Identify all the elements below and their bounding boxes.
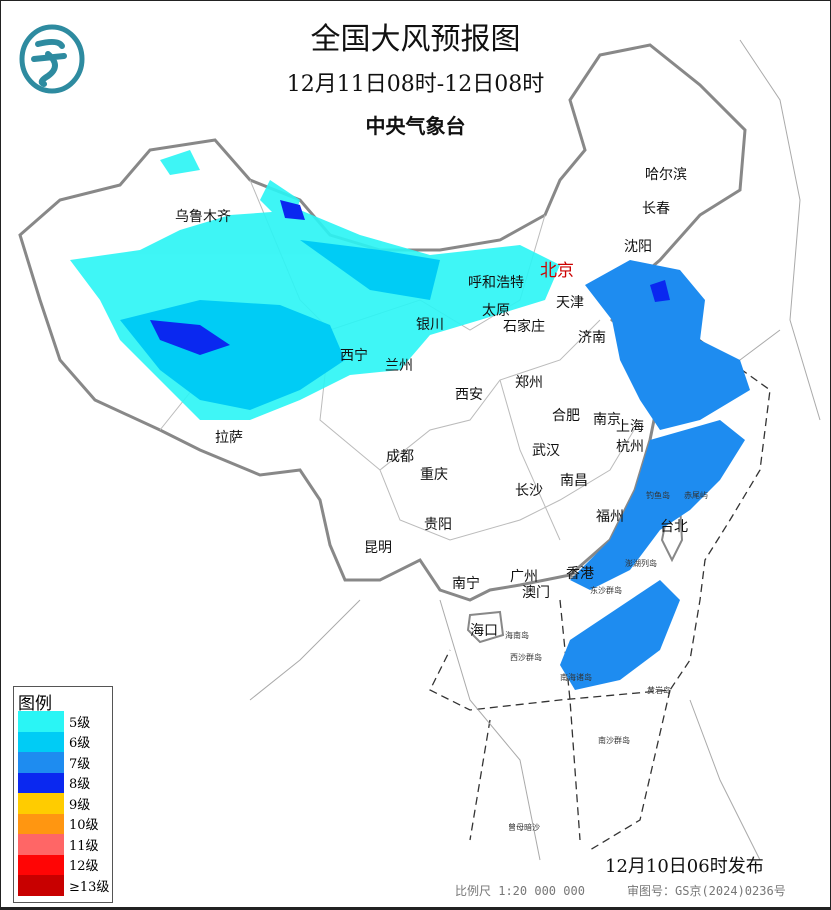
- legend-item: 5级: [14, 711, 112, 732]
- city-label: 重庆: [420, 467, 448, 483]
- legend-item: 11级: [14, 834, 112, 855]
- legend-swatch: [18, 813, 64, 834]
- legend-label: 10级: [69, 818, 99, 834]
- city-label: 香港: [566, 566, 594, 582]
- city-label: 哈尔滨: [645, 167, 687, 183]
- city-label: 兰州: [385, 358, 413, 374]
- legend-item: 9级: [14, 793, 112, 814]
- city-label: 北京: [540, 261, 574, 281]
- island-label: 西沙群岛: [510, 653, 542, 662]
- city-label: 福州: [596, 509, 624, 525]
- island-label: 东沙群岛: [590, 586, 622, 595]
- city-label: 合肥: [552, 408, 580, 424]
- legend-swatch: [18, 793, 64, 814]
- island-label: 南海诸岛: [560, 673, 592, 682]
- island-label: 钓鱼岛: [646, 491, 670, 500]
- map-title: 全国大风预报图: [310, 22, 521, 57]
- island-label: 南沙群岛: [598, 736, 630, 745]
- city-label: 沈阳: [624, 239, 652, 255]
- legend-swatch: [18, 834, 64, 855]
- hainan: [466, 610, 505, 644]
- issuer: 中央气象台: [365, 114, 466, 138]
- wind-area-level-8: [150, 200, 670, 355]
- legend-item: 8级: [14, 772, 112, 793]
- city-label: 贵阳: [424, 517, 452, 533]
- legend-label: 12级: [69, 859, 99, 875]
- city-label: 广州: [510, 569, 538, 585]
- legend-label: 9级: [69, 797, 91, 813]
- legend-swatch: [18, 731, 64, 752]
- review-number: 审图号：GS京(2024)0236号: [627, 884, 786, 898]
- city-label: 郑州: [515, 375, 543, 391]
- maritime-boundary: [429, 339, 771, 851]
- city-label: 成都: [386, 449, 414, 465]
- legend-swatch: [18, 711, 64, 732]
- island-label: 澎湖列岛: [625, 559, 657, 568]
- legend-swatch: [18, 854, 64, 875]
- city-label: 长沙: [515, 483, 543, 499]
- legend-title: 图例: [18, 694, 52, 714]
- city-label: 太原: [482, 303, 510, 319]
- island-label: 黄岩岛: [647, 686, 671, 695]
- city-label: 拉萨: [215, 430, 243, 446]
- city-label: 长春: [642, 201, 670, 217]
- legend: 图例 5级 6级 7级 8级 9级 10级 11级 12级 ≥13级: [13, 686, 113, 903]
- cma-logo: [19, 24, 85, 94]
- legend-label: 8级: [69, 777, 91, 793]
- city-label: 南宁: [452, 576, 480, 592]
- city-label: 乌鲁木齐: [175, 209, 231, 225]
- scale-text: 比例尺 1:20 000 000: [455, 884, 585, 898]
- city-label: 南京: [593, 412, 621, 428]
- legend-label: 11级: [69, 838, 99, 854]
- issue-time: 12月10日06时发布: [605, 856, 764, 877]
- legend-swatch: [18, 752, 64, 773]
- legend-swatch: [18, 875, 64, 896]
- city-label: 武汉: [532, 443, 560, 459]
- legend-swatch: [18, 772, 64, 793]
- legend-item: 12级: [14, 854, 112, 875]
- city-label: 呼和浩特: [468, 275, 524, 291]
- city-label: 台北: [660, 519, 688, 535]
- legend-label: 7级: [69, 756, 91, 772]
- legend-item: 6级: [14, 731, 112, 752]
- city-label: 昆明: [364, 540, 392, 556]
- city-label: 杭州: [616, 439, 644, 455]
- legend-label: 6级: [69, 736, 91, 752]
- island-label: 曾母暗沙: [508, 823, 540, 832]
- legend-label: ≥13级: [69, 879, 110, 895]
- city-label: 海口: [470, 623, 498, 639]
- legend-item: 7级: [14, 752, 112, 773]
- city-label: 石家庄: [503, 319, 545, 335]
- city-label: 澳门: [522, 585, 550, 601]
- city-label: 西宁: [340, 348, 368, 364]
- city-label: 天津: [556, 295, 584, 311]
- island-label: 海南岛: [505, 631, 529, 640]
- legend-item: ≥13级: [14, 875, 112, 896]
- legend-label: 5级: [69, 715, 91, 731]
- city-label: 银川: [416, 317, 444, 333]
- forecast-period: 12月11日08时-12日08时: [286, 72, 545, 97]
- island-label: 赤尾屿: [684, 491, 708, 500]
- legend-item: 10级: [14, 813, 112, 834]
- city-label: 西安: [455, 387, 483, 403]
- city-label: 南昌: [560, 473, 588, 489]
- city-label: 济南: [578, 330, 606, 346]
- wind-area-level-7: [560, 260, 750, 690]
- city-label: 上海: [616, 419, 644, 435]
